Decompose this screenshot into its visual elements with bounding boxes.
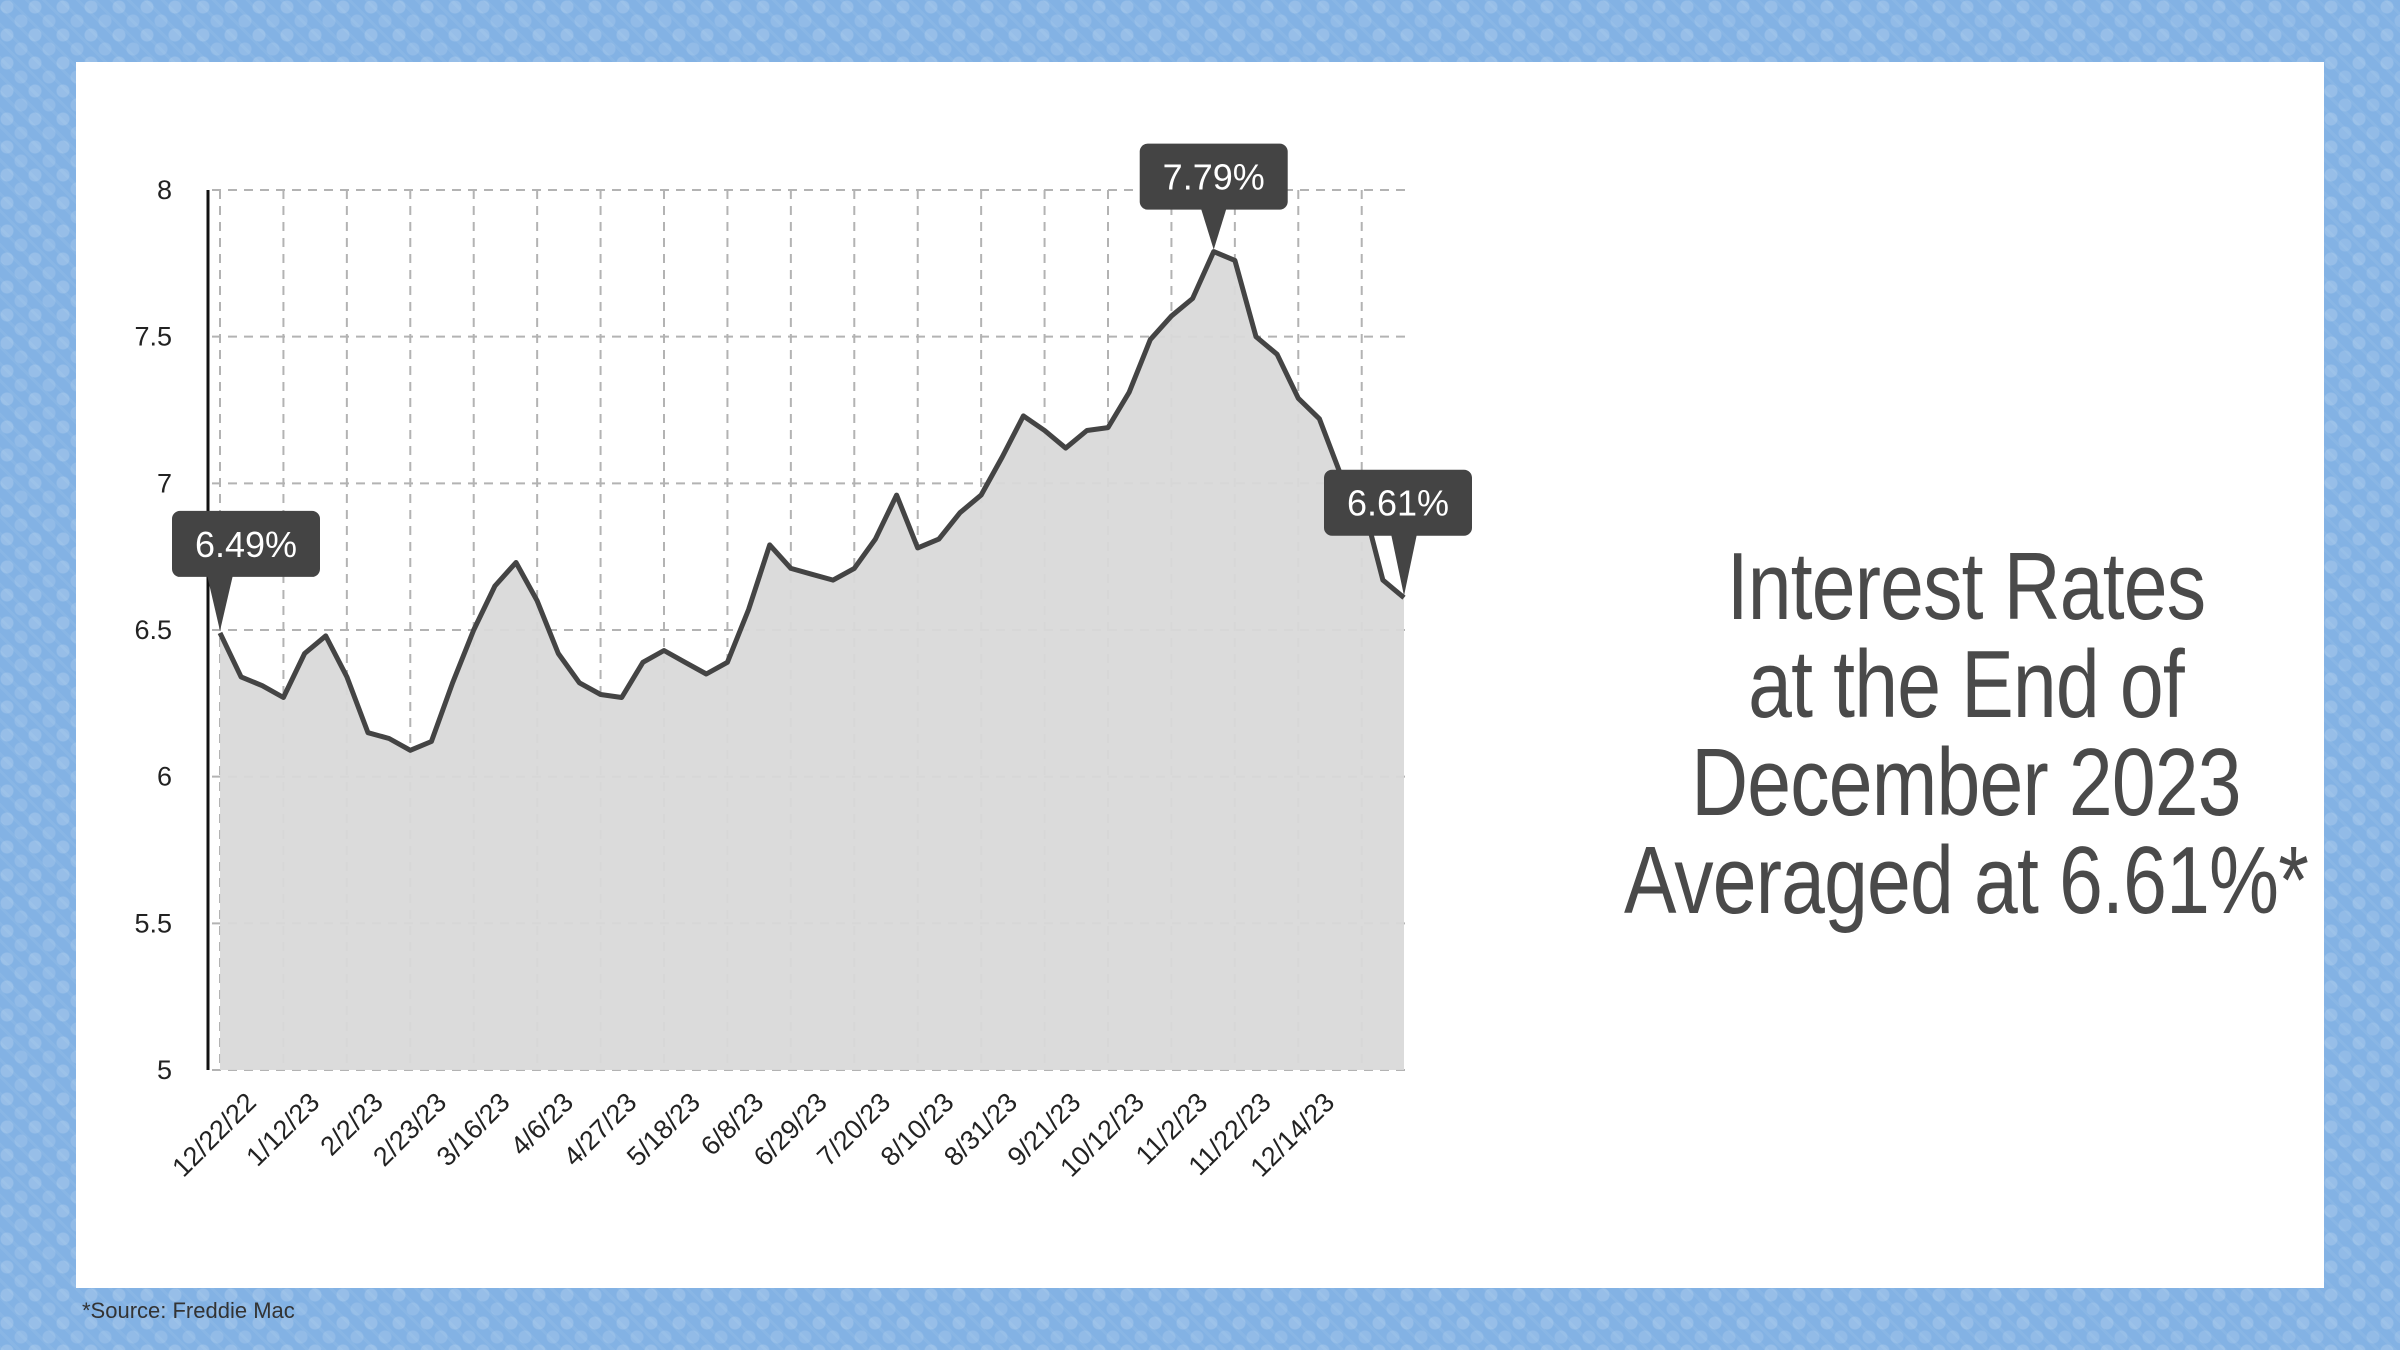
annotation-pointer (1200, 207, 1227, 250)
annotation-bubble: 6.61% (1324, 469, 1472, 596)
annotation-pointer (207, 574, 233, 631)
source-note: *Source: Freddie Mac (82, 1298, 295, 1323)
annotation-box (1139, 143, 1288, 210)
y-tick-label: 7 (157, 468, 172, 498)
interest-rate-chart: 55.566.577.5812/22/221/12/232/2/232/23/2… (134, 143, 1472, 1183)
x-tick-label: 12/22/22 (166, 1087, 262, 1183)
y-tick-label: 5 (157, 1055, 172, 1085)
y-tick-label: 8 (157, 175, 172, 205)
annotation-bubble: 6.49% (172, 510, 320, 631)
annotation-box (1324, 469, 1472, 536)
chart-annotations: 6.49% 7.79% 6.61% (172, 143, 1472, 631)
content-card: 5 5.5 6 6.5 7 7.5 8 12/22/22 1/12/23 2/2/23 2/23/2… (76, 62, 2324, 1288)
y-tick-label: 7.5 (134, 322, 172, 352)
annotation-pointer (1391, 533, 1417, 596)
headline-line-3: December 2023 (1691, 729, 2241, 836)
y-tick-label: 6 (157, 762, 172, 792)
annotation-label: 6.61% (1347, 483, 1449, 524)
chart-area-fill (220, 251, 1404, 1071)
headline: Interest Rates at the End of December 20… (1589, 538, 2343, 930)
headline-line-4: Averaged at 6.61%* (1623, 827, 2309, 934)
annotation-label: 6.49% (195, 524, 297, 565)
annotation-box (172, 510, 320, 577)
annotation-label: 7.79% (1163, 157, 1265, 198)
y-tick-label: 6.5 (134, 615, 172, 645)
y-tick-label: 5.5 (134, 908, 172, 938)
headline-line-2: at the End of (1748, 631, 2185, 738)
series-area (220, 251, 1404, 1071)
chart-series-line (217, 249, 1406, 753)
annotation-bubble: 7.79% (1139, 143, 1288, 250)
headline-line-1: Interest Rates (1726, 533, 2206, 640)
